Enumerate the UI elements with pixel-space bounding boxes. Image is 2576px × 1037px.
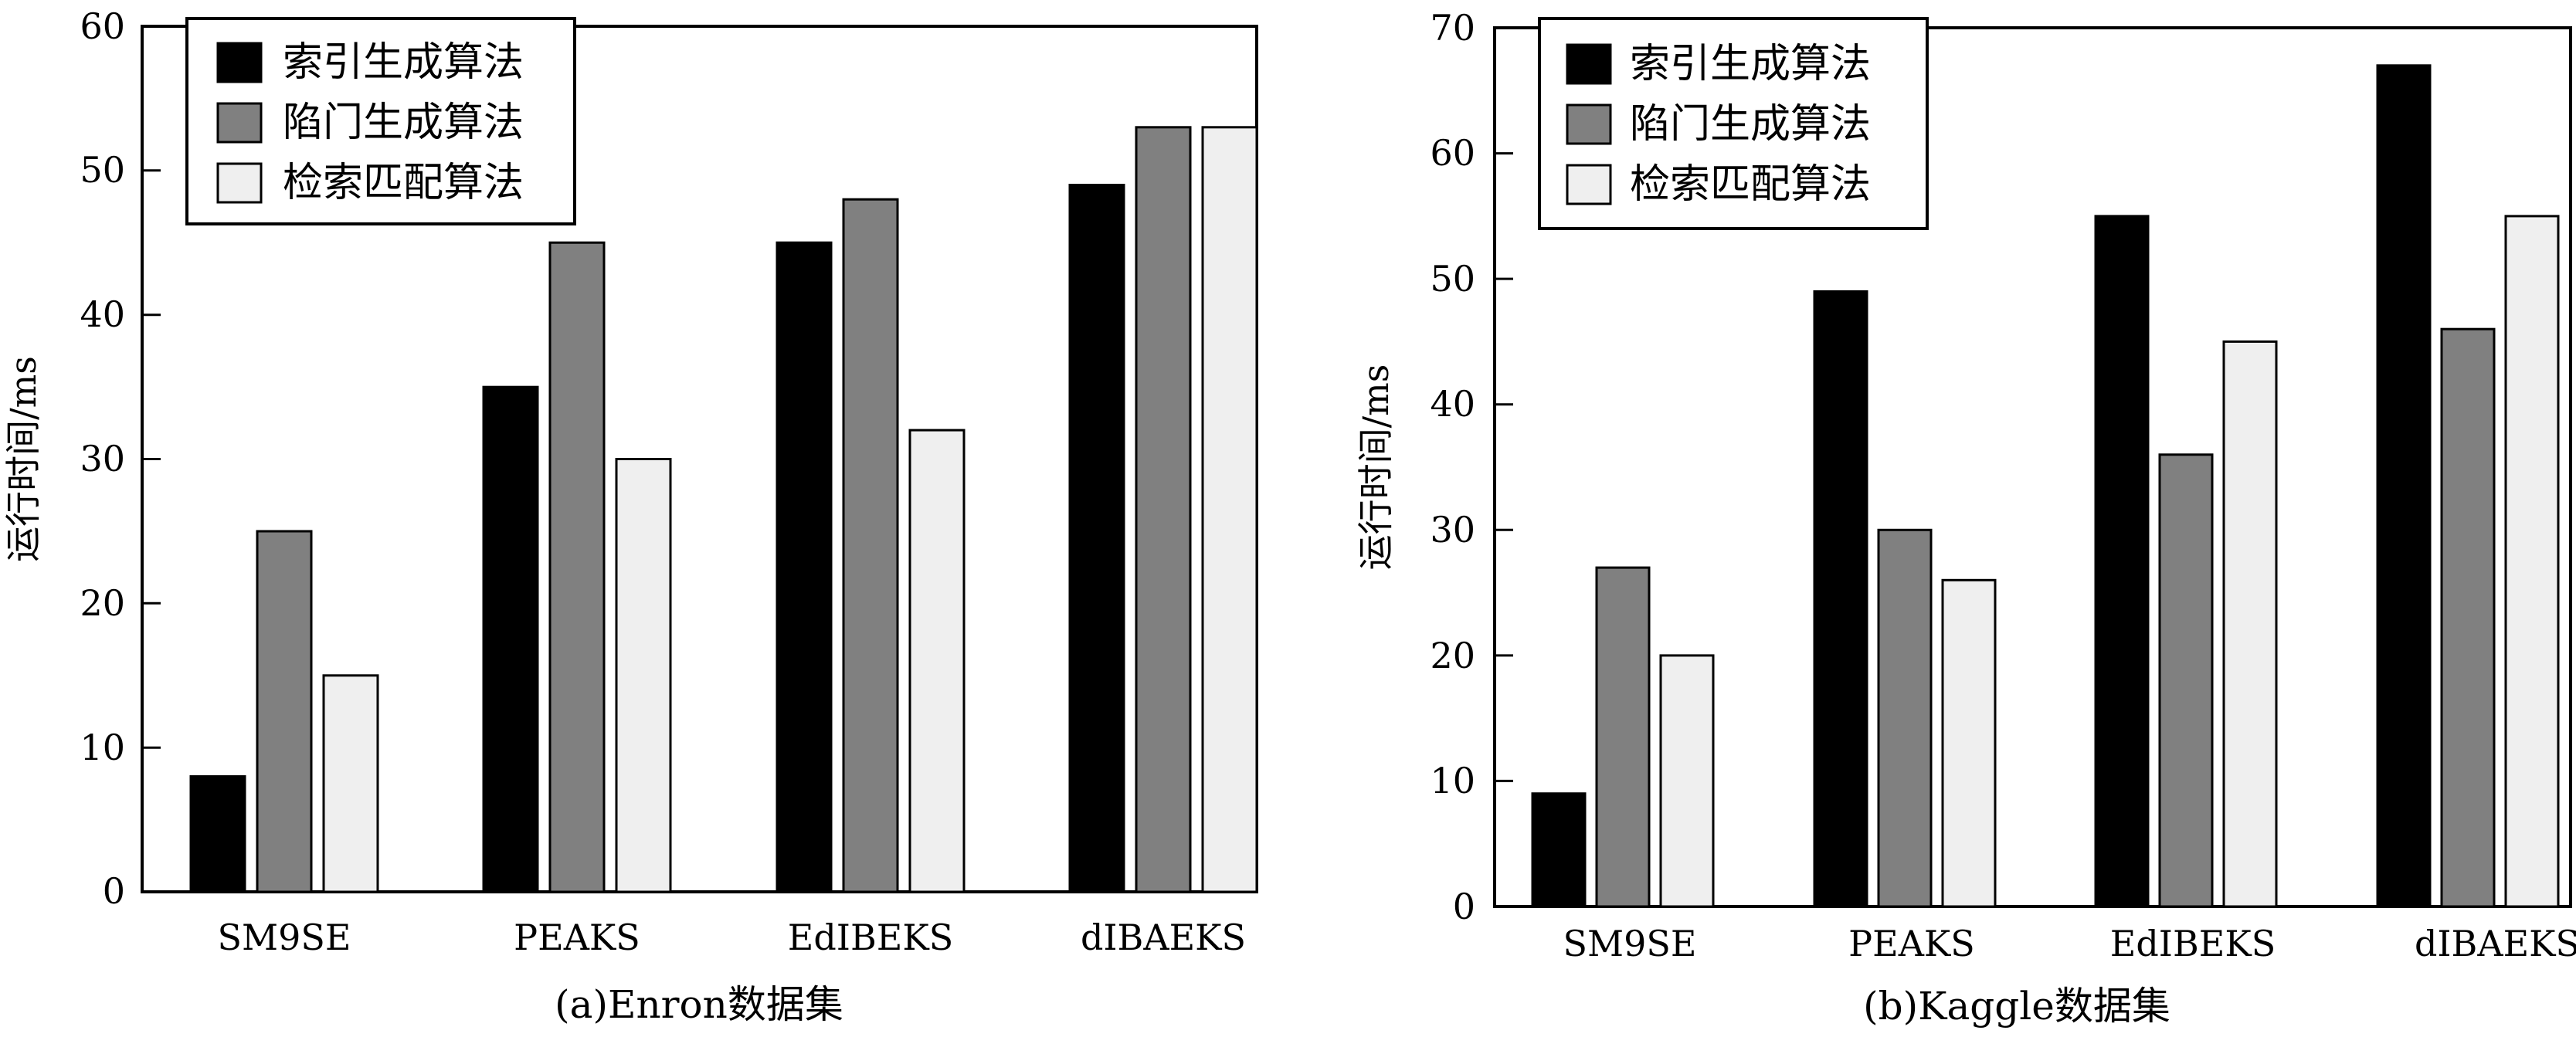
chart-a-y-tick-label: 0: [103, 870, 125, 912]
chart-a-y-tick-label: 20: [80, 582, 125, 624]
chart-b-y-tick-label: 0: [1453, 886, 1475, 927]
chart-a-bar: [842, 198, 899, 893]
chart-b-y-tick-label: 40: [1430, 383, 1475, 425]
chart-b-bar: [2222, 340, 2278, 908]
chart-a-legend: 索引生成算法 陷门生成算法 检索匹配算法: [185, 17, 576, 225]
chart-b-y-axis-label: 运行时间/ms: [1355, 364, 1397, 571]
chart-a-bar: [482, 385, 539, 893]
chart-b-legend-label: 陷门生成算法: [1630, 101, 1871, 147]
chart-b-bar: [2158, 453, 2214, 908]
chart-a-legend-label: 索引生成算法: [283, 39, 524, 86]
chart-a-bar: [548, 241, 606, 893]
chart-a-y-tick-label: 60: [80, 5, 125, 47]
chart-b: 0 10 20 30 40 50 60 70 运行时间/ms SM9SE: [1355, 7, 2576, 1029]
chart-a-bar: [776, 241, 833, 893]
chart-b-legend-label: 索引生成算法: [1630, 41, 1871, 87]
chart-b-bar: [1941, 578, 1997, 908]
chart-b-bar: [1877, 528, 1933, 908]
chart-a-y-tick-label: 10: [80, 727, 125, 768]
chart-b-bar: [2440, 327, 2496, 908]
chart-a-y-tick-label: 40: [80, 293, 125, 335]
chart-b-y-tick-labels: 0 10 20 30 40 50 60 70: [1430, 7, 1475, 927]
chart-b-legend: 索引生成算法 陷门生成算法 检索匹配算法: [1538, 17, 1929, 230]
chart-a-x-tick-label: SM9SE: [218, 917, 351, 958]
chart-b-y-tick-label: 20: [1430, 635, 1475, 676]
chart-a-x-tick-label: dIBAEKS: [1081, 917, 1246, 958]
chart-a-bar: [908, 429, 966, 893]
chart-b-y-tick-label: 10: [1430, 760, 1475, 801]
chart-b-bars: [1531, 64, 2560, 908]
chart-b-legend-swatch: [1566, 43, 1612, 85]
chart-a-x-tick-label: EdIBEKS: [788, 917, 953, 958]
chart-b-bar: [1659, 654, 1715, 908]
chart-a-bar: [1068, 184, 1125, 893]
chart-a-legend-swatch: [216, 42, 263, 83]
chart-a-x-tick-labels: SM9SE PEAKS EdIBEKS dIBAEKS: [218, 917, 1247, 958]
chart-b-bar: [2504, 215, 2560, 908]
chart-a-bar: [189, 775, 246, 893]
chart-a-bars: [189, 126, 1258, 893]
chart-b-legend-label: 检索匹配算法: [1630, 161, 1871, 208]
chart-a-y-ticks: [142, 25, 161, 893]
chart-b-x-tick-label: dIBAEKS: [2415, 923, 2576, 964]
chart-a-bar: [322, 674, 379, 893]
chart-b-x-tick-label: PEAKS: [1848, 923, 1975, 964]
chart-b-plot-frame: [1493, 26, 2572, 908]
chart-a-y-tick-label: 30: [80, 438, 125, 480]
chart-b-x-tick-labels: SM9SE PEAKS EdIBEKS dIBAEKS: [1563, 923, 2576, 964]
chart-b-x-tick-label: SM9SE: [1563, 923, 1697, 964]
chart-a-bar: [1135, 126, 1192, 893]
chart-b-bar: [1595, 566, 1651, 908]
chart-a-y-tick-labels: 0 10 20 30 40 50 60: [80, 5, 125, 912]
chart-a-legend-swatch: [216, 162, 263, 204]
chart-a-bar: [615, 458, 672, 893]
chart-b-y-tick-label: 60: [1430, 132, 1475, 174]
chart-b-bar: [2376, 64, 2432, 908]
chart-a-x-tick-label: PEAKS: [514, 917, 640, 958]
chart-b-y-tick-label: 70: [1430, 7, 1475, 49]
chart-b-caption: (b)Kaggle数据集: [1863, 984, 2170, 1029]
chart-a-caption: (a)Enron数据集: [555, 982, 843, 1027]
chart-b-y-tick-label: 30: [1430, 509, 1475, 551]
chart-b-bar: [1531, 792, 1587, 908]
chart-b-legend-swatch: [1566, 164, 1612, 205]
chart-a-legend-label: 检索匹配算法: [283, 160, 524, 206]
chart-b-legend-swatch: [1566, 103, 1612, 145]
chart-a-bar: [256, 530, 313, 893]
chart-a-legend-label: 陷门生成算法: [283, 100, 524, 146]
chart-b-y-ticks: [1495, 26, 1513, 908]
chart-a: 0 10 20 30 40 50 60 运行时间/ms SM9SE PEAK: [2, 5, 1258, 1027]
chart-b-x-tick-label: EdIBEKS: [2110, 923, 2276, 964]
chart-b-bar: [2094, 215, 2150, 908]
chart-a-legend-swatch: [216, 102, 263, 144]
chart-a-bar: [1201, 126, 1258, 893]
chart-a-y-tick-label: 50: [80, 149, 125, 191]
chart-a-y-axis-label: 运行时间/ms: [2, 356, 44, 562]
chart-b-bar: [1813, 290, 1868, 908]
chart-b-y-tick-label: 50: [1430, 258, 1475, 300]
